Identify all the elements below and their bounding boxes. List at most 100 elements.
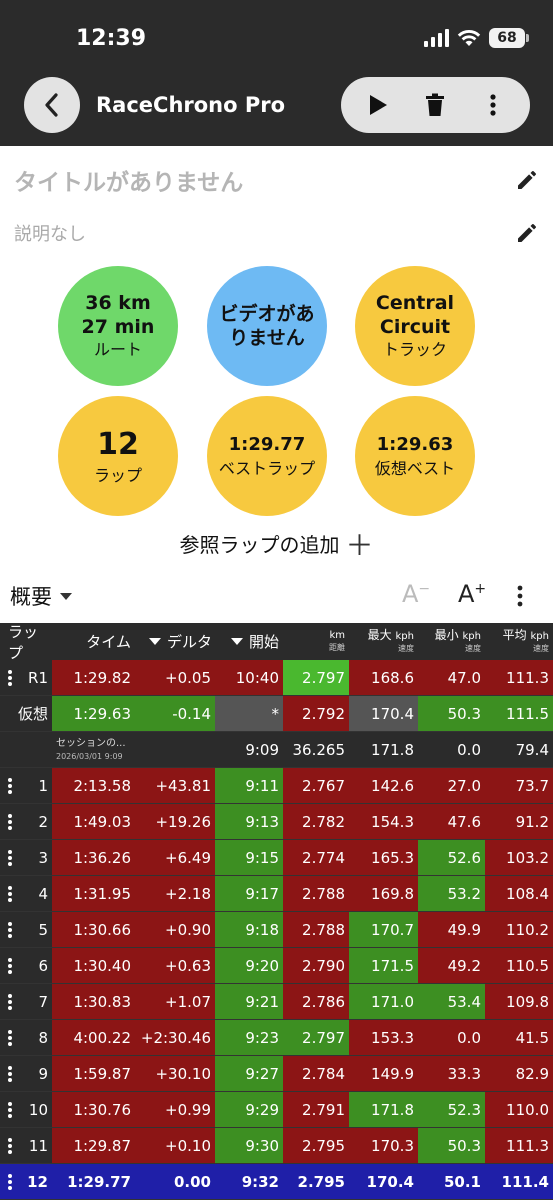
- table-row[interactable]: 10 1:30.76 +0.99 9:29 2.791 171.8 52.3 110.0: [0, 1092, 553, 1128]
- video-circle[interactable]: ビデオがあ りません: [207, 266, 327, 386]
- font-increase-icon: A: [458, 580, 475, 608]
- cell-min: 47.6: [418, 804, 485, 839]
- table-row[interactable]: 5 1:30.66 +0.90 9:18 2.788 170.7 49.9 110.2: [0, 912, 553, 948]
- cell-delta: +43.81: [135, 768, 215, 803]
- cell-max: 170.7: [349, 912, 418, 947]
- cell-avg: 108.4: [485, 876, 553, 911]
- row-menu-icon[interactable]: [8, 813, 12, 830]
- row-menu-icon[interactable]: [8, 849, 12, 866]
- col-avg-label: 平均: [502, 627, 527, 642]
- font-increase-button[interactable]: A+: [458, 580, 486, 608]
- row-menu-icon[interactable]: [8, 921, 12, 938]
- col-distance[interactable]: km 距離: [283, 623, 349, 660]
- col-start[interactable]: 開始: [215, 623, 283, 660]
- col-max-speed[interactable]: 最大 kph 速度: [349, 623, 418, 660]
- cell-time: 1:30.40: [52, 948, 135, 983]
- col-avg-unit: kph: [530, 630, 549, 642]
- cell-delta: -0.14: [135, 696, 215, 731]
- col-time[interactable]: タイム: [86, 633, 131, 651]
- row-menu-icon[interactable]: [8, 1173, 12, 1190]
- edit-description-pencil-icon[interactable]: [515, 221, 539, 245]
- table-row[interactable]: R1 1:29.82 +0.05 10:40 2.797 168.6 47.0 111.3: [0, 660, 553, 696]
- table-more-vertical-icon[interactable]: [516, 584, 524, 608]
- cell-start: 9:11: [215, 768, 283, 803]
- table-row[interactable]: 9 1:59.87 +30.10 9:27 2.784 149.9 33.3 82.9: [0, 1056, 553, 1092]
- laps-circle[interactable]: 12 ラップ: [58, 396, 178, 516]
- cell-max: 171.5: [349, 948, 418, 983]
- table-row[interactable]: 1 2:13.58 +43.81 9:11 2.767 142.6 27.0 73.7: [0, 768, 553, 804]
- cell-start: 9:32: [215, 1164, 283, 1199]
- route-distance: 36 km: [85, 292, 151, 314]
- table-row[interactable]: 8 4:00.22 +2:30.46 9:23 2.797 153.3 0.0 41.5: [0, 1020, 553, 1056]
- row-menu-icon[interactable]: [8, 669, 12, 686]
- font-decrease-sign: −: [418, 581, 431, 597]
- cell-max: 171.8: [349, 732, 418, 767]
- track-circle[interactable]: Central Circuit トラック: [355, 266, 475, 386]
- cell-start: 9:13: [215, 804, 283, 839]
- delete-button[interactable]: [415, 85, 455, 125]
- cell-start: 9:09: [215, 732, 283, 767]
- cell-dist: 2.795: [283, 1164, 349, 1199]
- table-row[interactable]: 7 1:30.83 +1.07 9:21 2.786 171.0 53.4 109.8: [0, 984, 553, 1020]
- row-menu-icon[interactable]: [8, 885, 12, 902]
- cell-max: 142.6: [349, 768, 418, 803]
- table-row[interactable]: セッションの... 2026/03/01 9:09 9:09 36.265 171.8 0…: [0, 732, 553, 768]
- cell-time: 4:00.22: [52, 1020, 135, 1055]
- lap-cell: 2: [0, 804, 52, 839]
- row-menu-icon[interactable]: [8, 1029, 12, 1046]
- session-title: タイトルがありません: [14, 170, 244, 196]
- row-menu-icon[interactable]: [8, 957, 12, 974]
- col-min-speed[interactable]: 最小 kph 速度: [418, 623, 485, 660]
- table-row[interactable]: 3 1:36.26 +6.49 9:15 2.774 165.3 52.6 103.2: [0, 840, 553, 876]
- table-row[interactable]: 6 1:30.40 +0.63 9:20 2.790 171.5 49.2 110.5: [0, 948, 553, 984]
- more-menu-button[interactable]: [473, 85, 513, 125]
- virtual-best-circle[interactable]: 1:29.63 仮想ベスト: [355, 396, 475, 516]
- cell-min: 50.3: [418, 696, 485, 731]
- cell-min: 50.3: [418, 1128, 485, 1163]
- table-row[interactable]: 2 1:49.03 +19.26 9:13 2.782 154.3 47.6 91.2: [0, 804, 553, 840]
- cell-dist: 2.774: [283, 840, 349, 875]
- cell-start: *: [215, 696, 283, 731]
- table-row[interactable]: 12 1:29.77 0.00 9:32 2.795 170.4 50.1 111.4: [0, 1164, 553, 1200]
- cell-min: 50.1: [418, 1164, 485, 1199]
- cell-min: 0.0: [418, 732, 485, 767]
- row-menu-icon[interactable]: [8, 1137, 12, 1154]
- lap-cell: [0, 732, 52, 767]
- row-menu-icon[interactable]: [8, 777, 12, 794]
- font-decrease-button[interactable]: A−: [402, 580, 430, 608]
- col-lap[interactable]: ラップ: [8, 622, 39, 662]
- dropdown-caret-icon[interactable]: [60, 592, 72, 600]
- route-circle[interactable]: 36 km 27 min ルート: [58, 266, 178, 386]
- lap-cell: 10: [0, 1092, 52, 1127]
- more-vertical-icon: [490, 94, 496, 116]
- row-menu-icon[interactable]: [8, 1101, 12, 1118]
- play-button[interactable]: [358, 85, 398, 125]
- cell-avg: 91.2: [485, 804, 553, 839]
- row-menu-icon[interactable]: [8, 993, 12, 1010]
- col-delta[interactable]: デルタ: [135, 623, 215, 660]
- summary-dropdown[interactable]: 概要: [10, 585, 52, 609]
- cell-dist: 2.788: [283, 876, 349, 911]
- cell-avg: 103.2: [485, 840, 553, 875]
- back-button[interactable]: [24, 77, 80, 133]
- table-row[interactable]: 仮想 1:29.63 -0.14 * 2.792 170.4 50.3 111.5: [0, 696, 553, 732]
- table-row[interactable]: 11 1:29.87 +0.10 9:30 2.795 170.3 50.3 111.3: [0, 1128, 553, 1164]
- edit-title-pencil-icon[interactable]: [515, 168, 539, 192]
- cell-time: 1:31.95: [52, 876, 135, 911]
- virtual-best-time: 1:29.63: [376, 434, 454, 455]
- cell-max: 153.3: [349, 1020, 418, 1055]
- cell-delta: +0.05: [135, 660, 215, 695]
- cell-dist: 2.792: [283, 696, 349, 731]
- table-row[interactable]: 4 1:31.95 +2.18 9:17 2.788 169.8 53.2 108.4: [0, 876, 553, 912]
- row-menu-icon[interactable]: [8, 1065, 12, 1082]
- cell-time: 1:59.87: [52, 1056, 135, 1091]
- col-avg-speed[interactable]: 平均 kph 速度: [485, 623, 553, 660]
- col-avg-sub: 速度: [533, 643, 549, 653]
- session-label-text: セッションの...: [56, 737, 126, 749]
- cell-avg: 111.3: [485, 1128, 553, 1163]
- table-body: R1 1:29.82 +0.05 10:40 2.797 168.6 47.0 111.3 仮想…: [0, 660, 553, 1200]
- best-lap-circle[interactable]: 1:29.77 ベストラップ: [207, 396, 327, 516]
- add-reference-lap-button[interactable]: 参照ラップの追加＋: [0, 524, 553, 564]
- col-delta-label: デルタ: [166, 633, 212, 651]
- cell-start: 9:30: [215, 1128, 283, 1163]
